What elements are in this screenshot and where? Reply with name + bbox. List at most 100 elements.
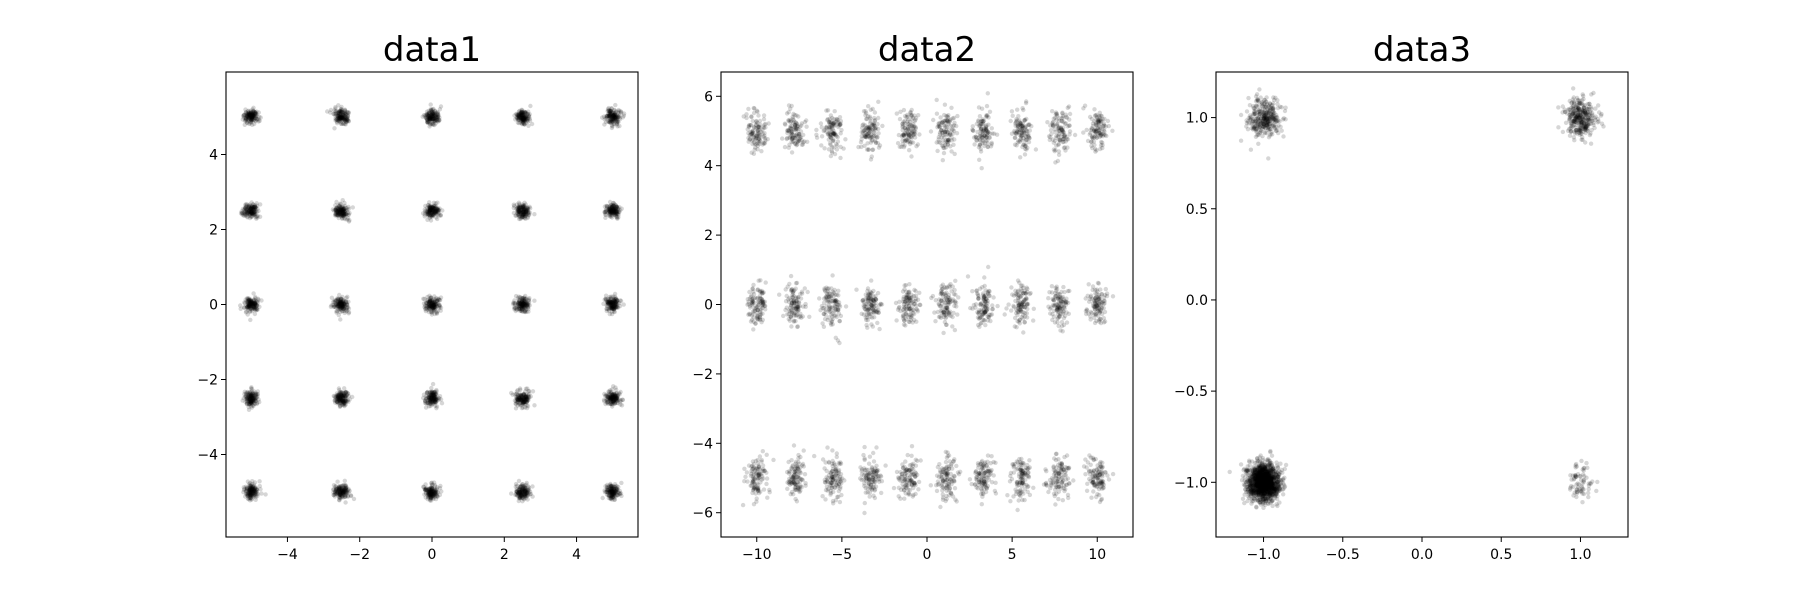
scatter-point	[245, 210, 250, 215]
x-tick-label: 4	[572, 547, 581, 563]
scatter-point	[438, 104, 444, 109]
scatter-point	[621, 302, 626, 307]
cluster-20	[241, 479, 268, 503]
scatter-point	[516, 114, 522, 119]
scatter-point	[253, 119, 258, 124]
scatter-point	[257, 118, 262, 124]
scatter-point	[432, 208, 437, 213]
scatter-point	[425, 113, 431, 118]
scatter-point	[338, 213, 343, 218]
scatter-point	[521, 207, 526, 212]
scatter-point	[1059, 116, 1064, 121]
scatter-point	[335, 209, 340, 214]
scatter-point	[614, 120, 620, 125]
scatter-point	[916, 113, 921, 118]
scatter-point	[520, 116, 525, 122]
scatter-point	[424, 115, 429, 120]
scatter-point	[609, 117, 614, 122]
scatter-point	[614, 109, 619, 114]
scatter-point	[343, 118, 348, 123]
cluster-10	[238, 291, 264, 323]
scatter-point	[521, 117, 526, 122]
scatter-point	[425, 209, 430, 215]
chart-title: data1	[383, 30, 481, 70]
scatter-point	[1057, 137, 1062, 143]
scatter-point	[428, 206, 433, 211]
scatter-point	[253, 495, 258, 500]
scatter-point	[793, 126, 798, 132]
scatter-point	[248, 210, 254, 215]
cluster-3	[856, 99, 885, 162]
scatter-point	[240, 210, 245, 216]
scatter-point	[244, 210, 250, 216]
scatter-point	[339, 207, 344, 212]
scatter-point	[420, 211, 426, 216]
scatter-point	[1084, 127, 1089, 133]
scatter-point	[517, 205, 523, 210]
scatter-point	[244, 116, 249, 121]
scatter-point	[247, 202, 252, 207]
scatter-point	[243, 117, 248, 122]
scatter-point	[333, 211, 338, 217]
scatter-point	[250, 112, 256, 117]
scatter-point	[338, 206, 343, 211]
scatter-point	[513, 213, 518, 218]
scatter-point	[610, 124, 615, 129]
scatter-point	[516, 112, 522, 117]
scatter-point	[424, 111, 429, 117]
scatter-point	[337, 211, 342, 216]
scatter-point	[520, 210, 525, 215]
scatter-point	[428, 115, 433, 120]
scatter-point	[838, 155, 843, 161]
scatter-point	[243, 110, 249, 115]
scatter-point	[428, 207, 433, 213]
y-tick-label: −4	[197, 448, 218, 464]
scatter-point	[345, 493, 351, 499]
scatter-point	[241, 113, 246, 119]
scatter-point	[607, 294, 612, 300]
scatter-point	[864, 116, 869, 122]
scatter-point	[341, 213, 347, 218]
scatter-point	[614, 115, 619, 120]
scatter-point	[517, 114, 522, 119]
scatter-point	[347, 210, 352, 216]
scatter-point	[1067, 132, 1072, 137]
scatter-point	[1016, 114, 1021, 119]
scatter-point	[247, 110, 252, 115]
scatter-point	[519, 302, 525, 308]
scatter-point	[612, 112, 617, 118]
scatter-point	[521, 116, 526, 122]
scatter-point	[1063, 139, 1069, 144]
scatter-point	[428, 204, 433, 210]
scatter-point	[246, 115, 251, 120]
scatter-point	[245, 210, 250, 215]
scatter-point	[251, 117, 256, 123]
scatter-point	[425, 212, 430, 217]
scatter-point	[240, 206, 246, 212]
scatter-point	[241, 115, 246, 120]
scatter-point	[523, 211, 528, 217]
scatter-point	[340, 117, 346, 123]
scatter-point	[523, 118, 528, 123]
scatter-point	[339, 115, 344, 120]
scatter-point	[430, 205, 435, 210]
scatter-point	[423, 115, 429, 121]
scatter-point	[241, 212, 246, 218]
scatter-point	[522, 394, 528, 399]
scatter-point	[342, 114, 348, 119]
scatter-point	[339, 109, 344, 115]
scatter-point	[525, 205, 531, 210]
scatter-point	[614, 208, 619, 214]
scatter-point	[524, 115, 529, 120]
scatter-point	[520, 121, 525, 126]
scatter-point	[517, 401, 522, 406]
scatter-point	[250, 206, 255, 212]
scatter-point	[519, 493, 524, 499]
scatter-point	[1023, 134, 1028, 139]
scatter-point	[245, 117, 250, 123]
scatter-point	[339, 115, 345, 121]
scatter-point	[1090, 145, 1095, 151]
scatter-point	[335, 121, 340, 126]
scatter-point	[435, 109, 440, 115]
scatter-point	[325, 109, 330, 114]
